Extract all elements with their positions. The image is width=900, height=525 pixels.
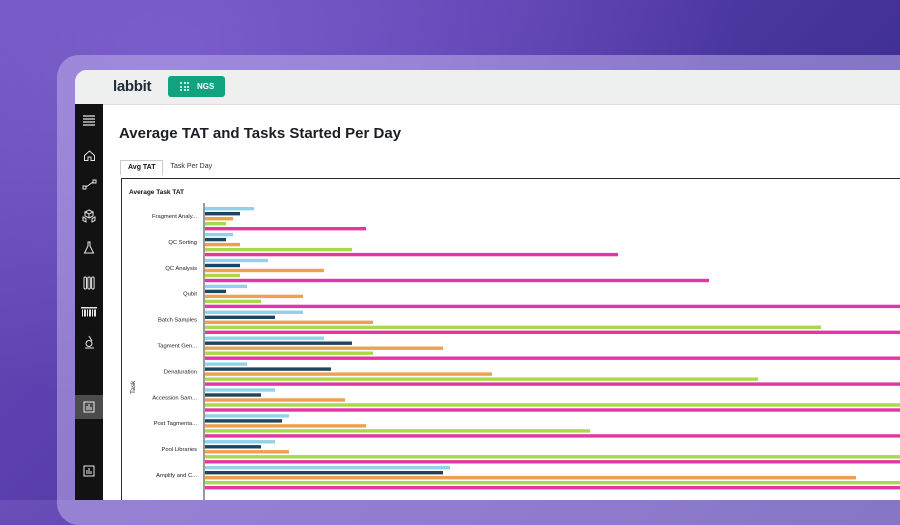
bar xyxy=(205,414,289,418)
bar xyxy=(205,362,247,366)
bar xyxy=(205,232,233,237)
ngs-module-button[interactable]: NGS xyxy=(168,76,225,97)
main-content: Average TAT and Tasks Started Per Day Av… xyxy=(103,104,900,500)
bar xyxy=(205,471,443,475)
grid-dots-icon xyxy=(180,82,189,91)
chart-container: Average Task TAT Task Fragment Analy... QC … xyxy=(121,178,900,500)
tab-avg-tat[interactable]: Avg TAT xyxy=(120,160,164,175)
bar xyxy=(205,217,233,221)
y-tick-label: QC Sorting xyxy=(168,240,197,246)
bar xyxy=(205,278,709,283)
bar xyxy=(205,299,261,304)
y-tick-label: Denaturation xyxy=(164,369,197,375)
bar xyxy=(205,372,492,376)
home-icon[interactable] xyxy=(75,143,103,167)
bar xyxy=(205,429,590,433)
bar-chart-icon[interactable] xyxy=(75,395,103,419)
bar xyxy=(205,351,373,355)
bar xyxy=(205,419,282,423)
app-window: labbit NGS xyxy=(75,70,900,500)
bar xyxy=(205,258,268,263)
bar xyxy=(205,320,373,324)
bar xyxy=(205,377,758,381)
bar xyxy=(205,481,900,485)
page-title: Average TAT and Tasks Started Per Day xyxy=(119,125,402,142)
bar xyxy=(205,336,324,340)
bar xyxy=(205,346,443,350)
bar xyxy=(205,398,345,402)
bar xyxy=(205,466,450,470)
bar xyxy=(205,434,900,438)
bar xyxy=(205,242,240,247)
top-bar: labbit NGS xyxy=(75,70,900,105)
y-tick-label: Accession Sam... xyxy=(152,395,197,401)
bar xyxy=(205,315,275,319)
cubes-icon[interactable] xyxy=(75,204,103,228)
bar xyxy=(205,207,254,211)
y-tick-label: Qubit xyxy=(183,292,197,298)
y-tick-label: Amplify and C... xyxy=(156,473,197,479)
bar xyxy=(205,330,900,334)
bar xyxy=(205,476,856,480)
bar xyxy=(205,460,900,464)
bar xyxy=(205,393,261,397)
app-logo[interactable]: labbit xyxy=(113,78,152,95)
microscope-icon[interactable] xyxy=(75,330,103,354)
workflow-icon[interactable] xyxy=(75,172,103,196)
bar xyxy=(205,310,303,314)
bar xyxy=(205,341,352,345)
bar xyxy=(205,247,352,252)
hamburger-menu-icon[interactable] xyxy=(75,108,103,132)
sidebar xyxy=(75,104,103,500)
y-tick-label: Batch Samples xyxy=(158,318,197,324)
flask-icon[interactable] xyxy=(75,236,103,260)
bar xyxy=(205,325,821,329)
bar xyxy=(205,237,226,242)
y-tick-label: Post Tagmenta... xyxy=(154,421,198,427)
bar xyxy=(205,263,240,268)
bar xyxy=(205,388,275,392)
barcode-icon[interactable] xyxy=(75,300,103,324)
bar xyxy=(205,304,900,309)
bar xyxy=(205,445,261,449)
bar xyxy=(205,424,366,428)
bar xyxy=(205,486,900,490)
tab-bar: Avg TAT Task Per Day xyxy=(120,160,219,175)
bar xyxy=(205,367,331,371)
chart-title: Average Task TAT xyxy=(129,189,184,196)
bar xyxy=(205,212,240,216)
y-tick-label: QC Analysis xyxy=(165,266,197,272)
y-tick-label: Tagment Gen... xyxy=(157,344,197,350)
bar xyxy=(205,227,366,231)
tat-bar-chart: Average Task TAT Task Fragment Analy... QC … xyxy=(129,189,900,500)
bar xyxy=(205,440,275,444)
y-tick-label: Pool Libraries xyxy=(162,447,198,453)
y-axis-label: Task xyxy=(130,380,137,394)
bar xyxy=(205,382,900,386)
bar xyxy=(205,252,618,257)
bar-chart-icon[interactable] xyxy=(75,459,103,483)
bar xyxy=(205,356,900,360)
y-tick-label: Fragment Analy... xyxy=(152,214,197,220)
bar xyxy=(205,284,247,289)
test-tubes-icon[interactable] xyxy=(75,271,103,295)
bar xyxy=(205,408,900,412)
bar xyxy=(205,273,240,278)
bar xyxy=(205,455,900,459)
bar xyxy=(205,289,226,294)
bar xyxy=(205,222,226,226)
tab-task-per-day[interactable]: Task Per Day xyxy=(170,163,213,170)
bar xyxy=(205,450,289,454)
bar xyxy=(205,268,324,273)
ngs-module-label: NGS xyxy=(197,82,215,91)
bar xyxy=(205,294,303,299)
bar xyxy=(205,403,900,407)
